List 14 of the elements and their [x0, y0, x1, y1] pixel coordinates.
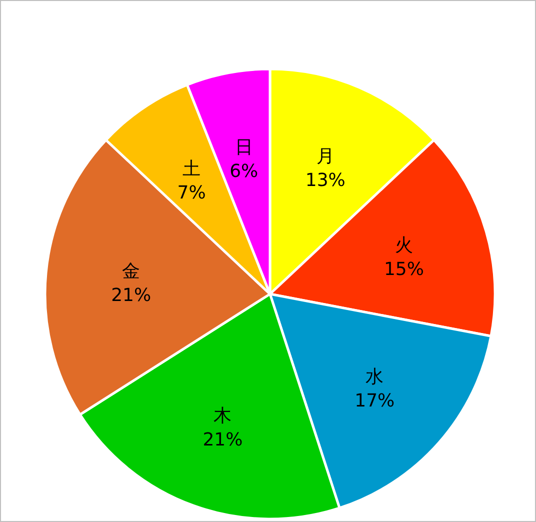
slice-label: 水 — [366, 366, 384, 388]
data-label: 21% — [202, 429, 243, 450]
slice-label: 土 — [182, 158, 201, 180]
slice-label: 木 — [214, 405, 232, 426]
slice-label: 金 — [122, 260, 140, 282]
slice-label: 月 — [316, 146, 334, 167]
data-label: 13% — [305, 170, 346, 191]
slice-label: 火 — [394, 235, 413, 256]
data-label: 15% — [384, 259, 424, 280]
data-label: 17% — [354, 390, 395, 412]
data-label: 21% — [111, 284, 152, 306]
data-label: 6% — [230, 160, 258, 182]
data-label: 7% — [177, 182, 206, 204]
slice-label: 日 — [234, 136, 253, 158]
